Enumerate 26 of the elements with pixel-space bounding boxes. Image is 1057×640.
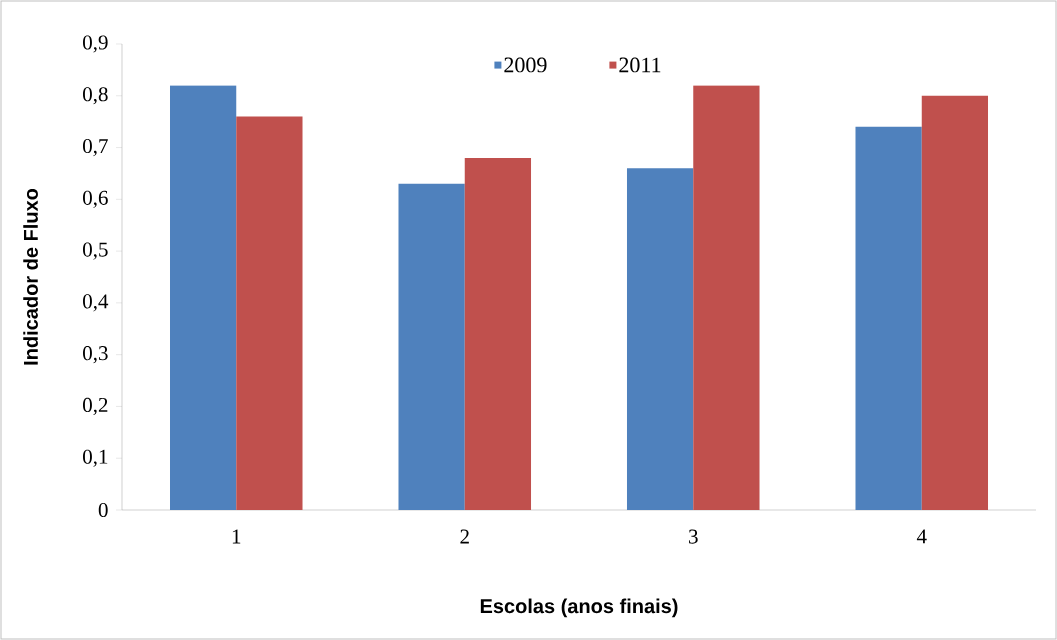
y-tick-label: 0,5 bbox=[83, 242, 108, 260]
y-axis-title: Indicador de Fluxo bbox=[23, 188, 38, 365]
x-axis-title: Escolas (anos finais) bbox=[480, 598, 678, 618]
bar bbox=[626, 168, 694, 510]
legend-label: 2009 bbox=[504, 57, 547, 73]
y-tick-label: 0 bbox=[98, 502, 108, 518]
y-tick-label: 0,1 bbox=[83, 449, 108, 467]
y-tick-label: 0,8 bbox=[83, 87, 108, 105]
bar bbox=[398, 183, 465, 510]
x-tick-label: 4 bbox=[916, 529, 927, 544]
y-tick-label: 0,7 bbox=[83, 138, 108, 157]
bar bbox=[169, 85, 237, 510]
bar bbox=[236, 116, 303, 510]
bar bbox=[464, 157, 532, 510]
x-tick-label: 2 bbox=[460, 529, 469, 544]
bar bbox=[855, 126, 922, 510]
y-tick-label: 0,6 bbox=[83, 190, 108, 208]
y-tick-label: 0,9 bbox=[83, 35, 108, 53]
y-tick-label: 0,4 bbox=[83, 294, 109, 312]
bar bbox=[921, 95, 989, 510]
y-tick-label: 0,2 bbox=[83, 397, 108, 416]
bar bbox=[693, 85, 760, 510]
y-tick-label: 0,3 bbox=[83, 346, 108, 364]
x-tick-label: 3 bbox=[689, 529, 698, 544]
legend-label: 2011 bbox=[619, 57, 661, 73]
x-tick-label: 1 bbox=[232, 529, 241, 544]
